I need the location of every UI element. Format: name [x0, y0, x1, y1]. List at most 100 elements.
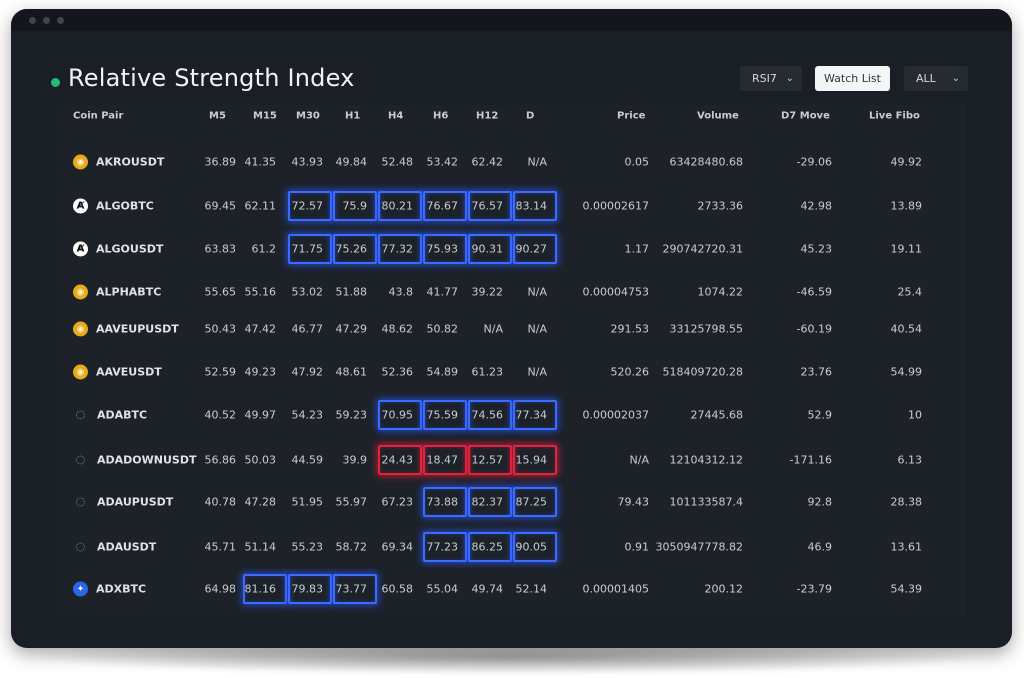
coin-pair-cell[interactable]: ✦ ADXBTC	[73, 581, 146, 597]
coin-pair-cell[interactable]: ◉ AAVEUSDT	[73, 364, 162, 380]
indicator-select-value: RSI7	[752, 72, 777, 85]
cell-h4: 77.32	[381, 242, 414, 256]
cell-d7: -29.06	[796, 155, 832, 169]
cell-d: N/A	[527, 285, 547, 299]
coin-pair-name: ADAUSDT	[97, 540, 157, 554]
cell-h1: 73.77	[335, 582, 368, 596]
column-header-volume[interactable]: Volume	[697, 110, 739, 122]
rsi-overbought-highlight	[468, 532, 512, 562]
cell-volume: 63428480.68	[669, 155, 743, 169]
rsi-overbought-highlight	[333, 234, 377, 264]
column-header-h1[interactable]: H1	[345, 110, 361, 122]
coin-pair-cell[interactable]: ADAUPUSDT	[73, 496, 173, 509]
cell-h1: 75.26	[335, 242, 368, 256]
cell-m30: 53.02	[291, 285, 324, 299]
cell-volume: 518409720.28	[662, 365, 743, 379]
coin-pair-cell[interactable]: ◉ ALPHABTC	[73, 284, 162, 300]
rsi-oversold-highlight	[378, 445, 422, 475]
column-header-d[interactable]: D	[526, 110, 535, 122]
cell-d: 90.27	[515, 242, 548, 256]
column-header-price[interactable]: Price	[617, 110, 646, 122]
cell-m30: 54.23	[291, 408, 324, 422]
coin-pair-cell[interactable]: ◉ AKROUSDT	[73, 154, 164, 170]
cell-h12: 12.57	[471, 453, 504, 467]
cell-h4: 60.58	[381, 582, 414, 596]
cell-volume: 33125798.55	[669, 322, 743, 336]
column-header-fibo[interactable]: Live Fibo	[869, 110, 920, 122]
cell-m15: 49.97	[244, 408, 277, 422]
column-header-m30[interactable]: M30	[296, 110, 320, 122]
cell-fibo: 40.54	[890, 322, 923, 336]
rsi-overbought-highlight	[243, 574, 287, 604]
cell-h4: 52.36	[381, 365, 414, 379]
rsi-overbought-highlight	[513, 400, 557, 430]
window-close-dot[interactable]	[29, 17, 36, 24]
coin-pair-cell[interactable]: Ⱥ ALGOUSDT	[73, 241, 163, 257]
column-header-pair[interactable]: Coin Pair	[73, 110, 124, 122]
cell-d: N/A	[527, 155, 547, 169]
column-header-d7[interactable]: D7 Move	[781, 110, 830, 122]
cell-m30: 71.75	[291, 242, 324, 256]
cell-d: 77.34	[515, 408, 548, 422]
cell-h6: 18.47	[426, 453, 459, 467]
rsi-overbought-highlight	[423, 532, 467, 562]
cardano-icon	[76, 455, 85, 465]
column-header-h6[interactable]: H6	[433, 110, 449, 122]
adx-icon: ✦	[73, 581, 88, 597]
cell-m5: 55.65	[204, 285, 237, 299]
cell-price: 79.43	[617, 495, 650, 509]
cell-h4: 70.95	[381, 408, 414, 422]
cell-h12: 76.57	[471, 199, 504, 213]
cell-h1: 59.23	[335, 408, 368, 422]
column-header-m5[interactable]: M5	[209, 110, 226, 122]
cell-h1: 47.29	[335, 322, 368, 336]
column-header-h12[interactable]: H12	[476, 110, 499, 122]
cell-volume: 2733.36	[697, 199, 744, 213]
cell-m30: 51.95	[291, 495, 324, 509]
cell-d7: -171.16	[789, 453, 832, 467]
cell-fibo: 13.61	[890, 540, 923, 554]
cell-h6: 73.88	[426, 495, 459, 509]
cell-h12: 82.37	[471, 495, 504, 509]
cell-m30: 79.83	[291, 582, 324, 596]
indicator-select[interactable]: RSI7 ⌄	[740, 66, 802, 91]
column-header-h4[interactable]: H4	[388, 110, 404, 122]
coin-pair-cell[interactable]: ADABTC	[73, 409, 147, 422]
coin-pair-cell[interactable]: ADAUSDT	[73, 541, 156, 554]
cell-h12: 39.22	[471, 285, 504, 299]
cell-m15: 61.2	[251, 242, 277, 256]
rsi-overbought-highlight	[378, 234, 422, 264]
coin-pair-cell[interactable]: ADADOWNUSDT	[73, 454, 196, 467]
rsi-overbought-highlight	[513, 234, 557, 264]
coin-pair-name: ALGOBTC	[96, 199, 154, 213]
cell-d: N/A	[527, 322, 547, 336]
cell-m15: 49.23	[244, 365, 277, 379]
cell-fibo: 25.4	[897, 285, 923, 299]
cell-price: N/A	[629, 453, 649, 467]
coin-pair-cell[interactable]: ◉ AAVEUPUSDT	[73, 321, 179, 337]
window-minimize-dot[interactable]	[43, 17, 50, 24]
column-header-m15[interactable]: M15	[253, 110, 277, 122]
cell-h6: 77.23	[426, 540, 459, 554]
cell-d: 52.14	[515, 582, 548, 596]
cell-h6: 55.04	[426, 582, 459, 596]
coin-pair-name: ALPHABTC	[96, 285, 162, 299]
rsi-overbought-highlight	[378, 191, 422, 221]
window-maximize-dot[interactable]	[57, 17, 64, 24]
cell-m15: 41.35	[244, 155, 277, 169]
cell-h12: 74.56	[471, 408, 504, 422]
cell-h6: 53.42	[426, 155, 459, 169]
cell-h4: 67.23	[381, 495, 414, 509]
filter-select[interactable]: ALL ⌄	[904, 66, 968, 91]
coin-pair-cell[interactable]: Ⱥ ALGOBTC	[73, 198, 154, 214]
gold-coin-icon: ◉	[73, 364, 88, 380]
algorand-icon: Ⱥ	[73, 241, 88, 257]
cell-d: 83.14	[515, 199, 548, 213]
cell-h6: 41.77	[426, 285, 459, 299]
watch-list-button[interactable]: Watch List	[815, 66, 890, 91]
rsi-overbought-highlight	[468, 487, 512, 517]
rsi-overbought-highlight	[423, 234, 467, 264]
cell-d7: 52.9	[807, 408, 833, 422]
cell-price: 0.00001405	[582, 582, 649, 596]
page-header: Relative Strength Index	[51, 61, 355, 95]
